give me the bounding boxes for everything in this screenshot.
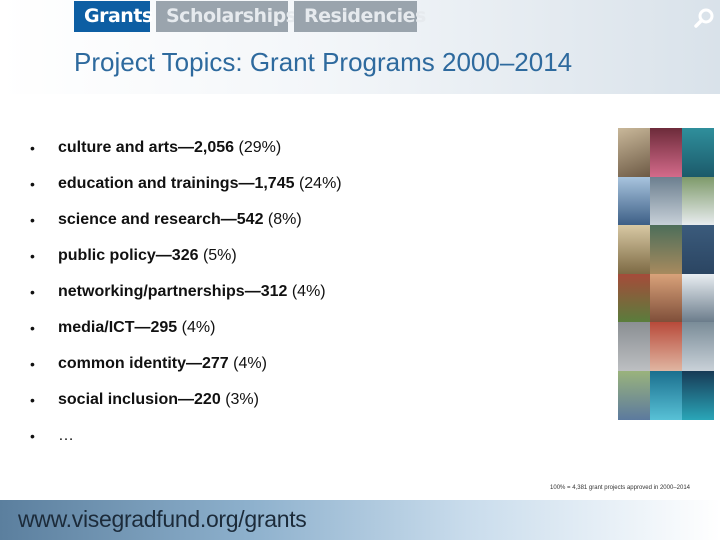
list-item: • education and trainings—1,745 (24%)	[30, 166, 342, 202]
photo-collage	[618, 128, 714, 420]
nav-tabs: Grants Scholarships Residencies	[74, 1, 426, 32]
photo-tile	[682, 176, 714, 226]
topic-percent: (4%)	[181, 319, 216, 336]
photo-tile	[650, 176, 682, 226]
photo-tile	[618, 225, 650, 274]
bullet-icon: •	[30, 320, 35, 336]
bullet-icon: •	[30, 428, 35, 444]
topic-label: …	[58, 427, 74, 444]
tab-grants[interactable]: Grants	[74, 1, 153, 32]
list-item: • science and research—542 (8%)	[30, 202, 342, 238]
bullet-icon: •	[30, 140, 35, 156]
list-item: • common identity—277 (4%)	[30, 346, 342, 382]
search-icon[interactable]	[693, 6, 717, 30]
photo-tile	[618, 370, 650, 420]
photo-tile	[682, 273, 714, 323]
topic-label: culture and arts—2,056	[58, 139, 235, 156]
list-item: • media/ICT—295 (4%)	[30, 310, 342, 346]
topic-percent: (4%)	[291, 283, 326, 300]
topic-label: social inclusion—220	[58, 391, 221, 408]
photo-tile	[618, 176, 650, 226]
photo-tile	[618, 128, 650, 177]
footer-band: www.visegradfund.org/grants	[0, 500, 720, 540]
topic-label: media/ICT—295	[58, 319, 178, 336]
topic-percent: (8%)	[267, 211, 302, 228]
topic-percent: (5%)	[202, 247, 237, 264]
photo-tile	[618, 273, 650, 323]
bullet-icon: •	[30, 284, 35, 300]
photo-tile	[682, 370, 714, 420]
bullet-icon: •	[30, 176, 35, 192]
photo-tile	[682, 322, 714, 371]
topic-label: education and trainings—1,745	[58, 175, 295, 192]
topic-label: public policy—326	[58, 247, 199, 264]
topic-percent: (4%)	[233, 355, 267, 372]
topic-percent: (3%)	[225, 391, 259, 408]
topic-percent: (24%)	[298, 175, 342, 192]
list-item: • …	[30, 418, 342, 454]
list-item: • culture and arts—2,056 (29%)	[30, 130, 342, 166]
photo-tile	[682, 128, 714, 177]
topics-list: • culture and arts—2,056 (29%) • educati…	[30, 130, 342, 454]
bullet-icon: •	[30, 392, 35, 408]
topic-label: networking/partnerships—312	[58, 283, 288, 300]
bullet-icon: •	[30, 356, 35, 372]
photo-tile	[650, 273, 682, 323]
topic-label: science and research—542	[58, 211, 264, 228]
photo-tile	[618, 322, 650, 371]
tab-residencies[interactable]: Residencies	[294, 1, 426, 32]
list-item: • social inclusion—220 (3%)	[30, 382, 342, 418]
photo-tile	[650, 128, 682, 177]
photo-tile	[682, 225, 714, 274]
photo-tile	[650, 370, 682, 420]
list-item: • networking/partnerships—312 (4%)	[30, 274, 342, 310]
bullet-icon: •	[30, 248, 35, 264]
page-title: Project Topics: Grant Programs 2000–2014	[74, 47, 573, 77]
footnote: 100% = 4,381 grant projects approved in …	[550, 485, 690, 491]
topic-label: common identity—277	[58, 355, 229, 372]
tab-scholarships[interactable]: Scholarships	[156, 1, 297, 32]
footer-url-link[interactable]: www.visegradfund.org/grants	[18, 506, 307, 532]
photo-tile	[650, 322, 682, 371]
list-item: • public policy—326 (5%)	[30, 238, 342, 274]
topic-percent: (29%)	[238, 139, 282, 156]
bullet-icon: •	[30, 212, 35, 228]
photo-tile	[650, 225, 682, 274]
header-band: Grants Scholarships Residencies Project …	[0, 0, 720, 94]
